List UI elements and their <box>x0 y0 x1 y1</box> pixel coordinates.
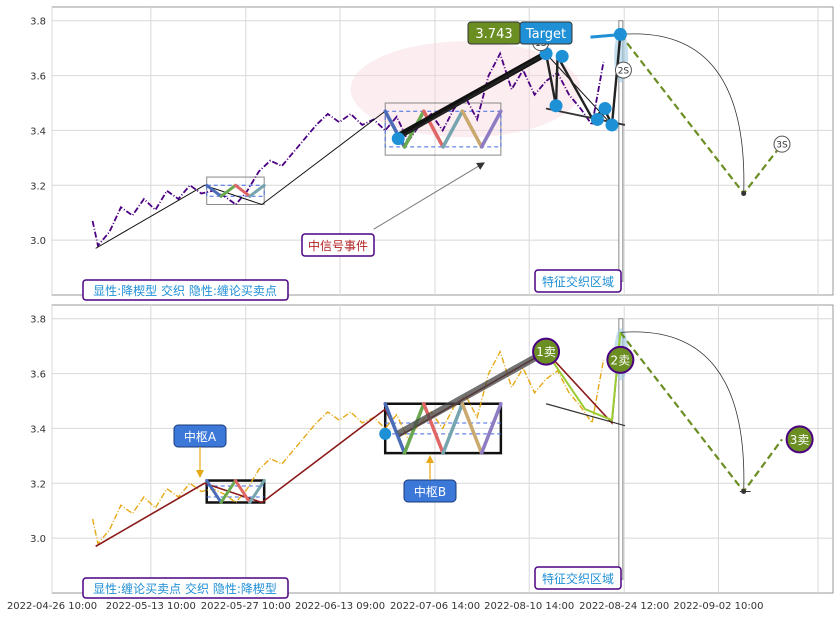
wedge-lower-line <box>545 403 626 427</box>
svg-text:特征交织区域: 特征交织区域 <box>542 571 614 586</box>
x-tick-label: 2022-07-06 14:00 <box>390 601 480 612</box>
y-tick-label: 3.8 <box>30 17 46 28</box>
zhongshu-zigzag-segment <box>441 109 465 149</box>
zhongshu-zigzag-segment <box>422 401 445 455</box>
svg-text:3.743: 3.743 <box>475 27 512 42</box>
target-badge: 3.743 Target <box>467 21 573 45</box>
event-arrow <box>373 162 485 230</box>
zhongshu-zigzag-segment <box>383 401 407 455</box>
zhongshu-zigzag-segment <box>205 183 223 198</box>
wedge-segment <box>544 53 558 106</box>
wedge-segment <box>545 332 622 422</box>
sell-marker-3s-text: 3S <box>776 141 788 151</box>
y-tick-label: 3.6 <box>30 72 46 83</box>
buy-point-marker <box>590 112 604 126</box>
sell-marker-3 <box>785 425 814 454</box>
x-tick-label: 2022-05-27 10:00 <box>201 601 291 612</box>
sell-marker-1-text: 1卖 <box>536 345 556 359</box>
zhongshu-zigzag-segment <box>460 401 484 455</box>
wedge-segment <box>554 56 559 106</box>
svg-text:Target: Target <box>525 27 566 42</box>
zhongshu-zigzag-segment <box>219 183 237 198</box>
buy-point-marker <box>391 132 405 146</box>
sell-marker-2s-text: 2S <box>618 67 630 77</box>
y-tick-label: 3.0 <box>30 236 46 247</box>
x-tick-label: 2022-08-24 12:00 <box>579 601 669 612</box>
y-tick-label: 3.4 <box>30 126 46 137</box>
target-connector <box>590 32 623 39</box>
price-line <box>91 349 605 546</box>
wedge-segment <box>610 34 622 126</box>
buy-point-marker <box>555 49 569 63</box>
zhongshu-zigzag-segment <box>219 479 237 504</box>
zhongshu-outer-box <box>206 176 265 205</box>
sell-marker-1 <box>532 337 561 366</box>
y-tick-label: 3.4 <box>30 424 46 435</box>
top-legend-label: 显性:降楔型 交织 隐性:缠论买卖点 <box>82 279 289 301</box>
zhongshu-a-label: 中枢A <box>173 424 227 478</box>
buy-point-marker <box>549 99 563 113</box>
svg-text:中枢A: 中枢A <box>184 429 217 444</box>
sell-marker-2s <box>614 61 632 79</box>
y-tick-label: 3.0 <box>30 534 46 545</box>
svg-text:中枢B: 中枢B <box>414 484 446 499</box>
buy-point-marker <box>379 427 392 440</box>
projection-arc <box>620 33 745 194</box>
plot-frame <box>51 6 834 296</box>
x-tick-label: 2022-04-26 10:00 <box>7 601 97 612</box>
buy-point-marker <box>598 101 612 115</box>
trend-line-thick <box>396 348 548 437</box>
price-line <box>91 51 605 248</box>
svg-text:显性:降楔型 交织 隐性:缠论买卖点: 显性:降楔型 交织 隐性:缠论买卖点 <box>93 283 277 298</box>
sell-marker-3-text: 3卖 <box>790 433 810 447</box>
x-axis: 2022-04-26 10:00 2022-05-13 10:00 2022-05-… <box>7 601 764 612</box>
x-tick-label: 2022-06-13 09:00 <box>295 601 385 612</box>
zhongshu-b-label: 中枢B <box>403 455 457 503</box>
wedge-segment <box>556 55 594 121</box>
zhongshu-zigzag-segment <box>233 479 252 504</box>
projection-arc <box>620 331 745 492</box>
zhongshu-zigzag-segment <box>479 401 503 455</box>
zhongshu-zigzag-segment <box>479 109 503 149</box>
top-zone-label: 特征交织区域 <box>534 269 622 293</box>
svg-text:中信号事件: 中信号事件 <box>308 238 368 253</box>
y-tick-label: 3.8 <box>30 315 46 326</box>
x-tick-label: 2022-08-10 14:00 <box>484 601 574 612</box>
svg-text:特征交织区域: 特征交织区域 <box>542 274 614 289</box>
zhongshu-zigzag-segment <box>460 109 484 149</box>
zhongshu-zigzag-segment <box>441 401 465 455</box>
x-tick-label: 2022-09-02 10:00 <box>673 601 763 612</box>
sell-marker-2 <box>606 345 635 374</box>
zhongshu-zigzag-segment <box>205 479 223 504</box>
wedge-segment <box>397 52 547 140</box>
projection-point <box>741 191 747 197</box>
y-tick-label: 3.2 <box>30 181 46 192</box>
zhongshu-zigzag-segment <box>248 479 266 504</box>
y-tick-label: 3.6 <box>30 370 46 381</box>
zhongshu-zigzag-segment <box>233 183 252 198</box>
event-label: 中信号事件 <box>301 233 375 257</box>
bottom-panel: 3.0 3.2 3.4 3.6 3.8 1卖 2卖 3卖 <box>30 304 834 594</box>
sell-marker-2-text: 2卖 <box>611 353 631 367</box>
svg-text:显性:缠论买卖点 交织 隐性:降楔型: 显性:缠论买卖点 交织 隐性:降楔型 <box>93 581 277 596</box>
top-panel: 3.03.23.43.63.81S2S3S <box>30 6 834 296</box>
y-tick-label: 3.2 <box>30 479 46 490</box>
bottom-zone-label: 特征交织区域 <box>534 566 622 590</box>
buy-point-marker <box>605 118 619 132</box>
zhongshu-zigzag-segment <box>248 183 266 198</box>
sell-marker-3s <box>773 135 791 153</box>
x-tick-label: 2022-05-13 10:00 <box>106 601 196 612</box>
bottom-legend-label: 显性:缠论买卖点 交织 隐性:降楔型 <box>82 577 289 599</box>
